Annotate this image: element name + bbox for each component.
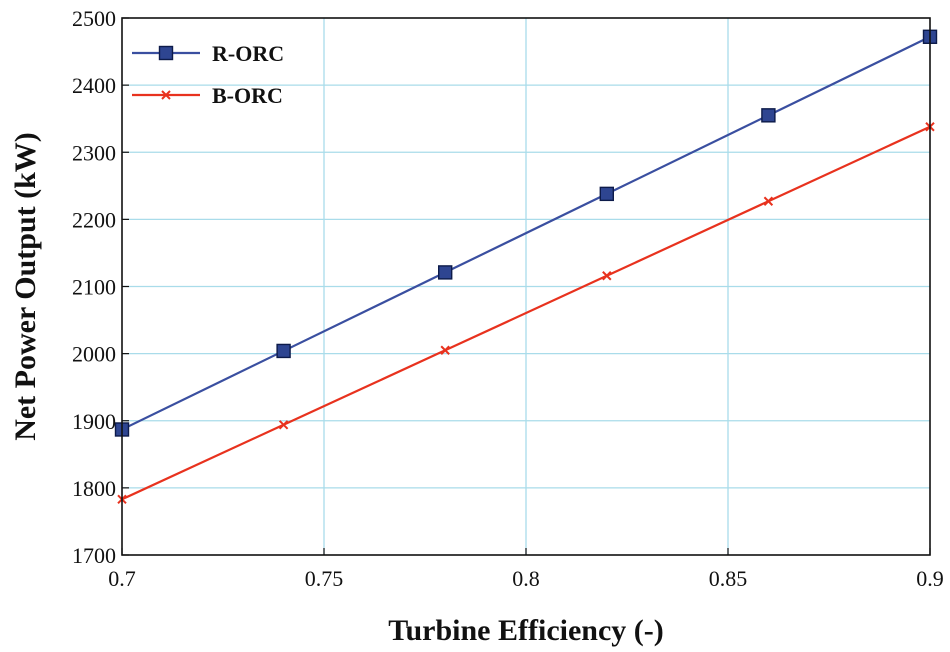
data-point-b-orc	[278, 420, 289, 430]
data-point-b-orc	[440, 345, 450, 355]
x-tick-label: 0.8	[512, 566, 540, 591]
series-line-r-orc	[121, 35, 931, 431]
legend-item-b-orc: B-ORC	[132, 83, 283, 108]
data-point-b-orc	[602, 271, 612, 281]
y-tick-label: 2200	[72, 207, 116, 232]
y-tick-label: 2100	[72, 275, 116, 300]
x-axis-title: Turbine Efficiency (-)	[388, 614, 664, 647]
grid	[122, 18, 930, 555]
data-point-b-orc	[763, 196, 774, 206]
y-tick-label: 1700	[72, 543, 116, 568]
series-line-b-orc	[121, 125, 931, 501]
y-tick-label: 2000	[72, 342, 116, 367]
x-tick-label: 0.9	[916, 566, 944, 591]
legend-label-r-orc: R-ORC	[212, 41, 284, 66]
y-tick-label: 2300	[72, 140, 116, 165]
data-point-r-orc	[599, 186, 614, 202]
x-tick-label: 0.85	[709, 566, 748, 591]
y-axis-title: Net Power Output (kW)	[9, 132, 42, 441]
y-tick-label: 2400	[72, 73, 116, 98]
x-tick-label: 0.75	[305, 566, 344, 591]
y-tick-label: 2500	[72, 6, 116, 31]
x-tick-label: 0.7	[108, 566, 136, 591]
legend-label-b-orc: B-ORC	[212, 83, 283, 108]
ticks: 0.7 0.75 0.8 0.85 0.9 1700 1800 1900 2000 2100 220…	[72, 6, 944, 591]
data-point-r-orc	[438, 265, 453, 280]
data-point-r-orc	[761, 108, 776, 123]
y-tick-label: 1800	[72, 476, 116, 501]
legend-marker-r-orc	[158, 45, 174, 61]
legend: R-ORC B-ORC	[132, 41, 284, 108]
legend-item-r-orc: R-ORC	[132, 41, 284, 66]
data-point-r-orc	[276, 343, 291, 359]
legend-marker-b-orc	[161, 90, 171, 100]
y-tick-label: 1900	[72, 409, 116, 434]
